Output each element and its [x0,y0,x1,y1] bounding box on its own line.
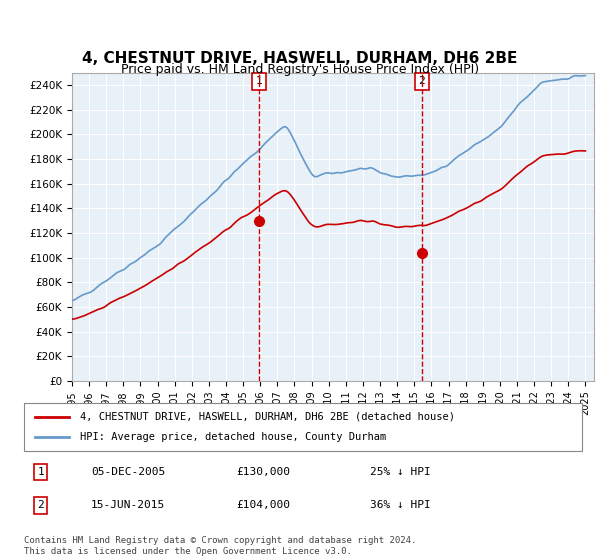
Text: 15-JUN-2015: 15-JUN-2015 [91,500,165,510]
Text: 1: 1 [256,76,262,86]
Text: 4, CHESTNUT DRIVE, HASWELL, DURHAM, DH6 2BE (detached house): 4, CHESTNUT DRIVE, HASWELL, DURHAM, DH6 … [80,412,455,422]
Text: 1: 1 [37,467,44,477]
Text: £104,000: £104,000 [236,500,290,510]
Text: £130,000: £130,000 [236,467,290,477]
Text: 4, CHESTNUT DRIVE, HASWELL, DURHAM, DH6 2BE: 4, CHESTNUT DRIVE, HASWELL, DURHAM, DH6 … [82,52,518,66]
Text: Contains HM Land Registry data © Crown copyright and database right 2024.
This d: Contains HM Land Registry data © Crown c… [24,536,416,556]
Text: HPI: Average price, detached house, County Durham: HPI: Average price, detached house, Coun… [80,432,386,442]
Text: 05-DEC-2005: 05-DEC-2005 [91,467,165,477]
Text: 2: 2 [37,500,44,510]
FancyBboxPatch shape [24,403,582,451]
Text: Price paid vs. HM Land Registry's House Price Index (HPI): Price paid vs. HM Land Registry's House … [121,63,479,77]
Text: 25% ↓ HPI: 25% ↓ HPI [370,467,431,477]
Text: 36% ↓ HPI: 36% ↓ HPI [370,500,431,510]
Text: 2: 2 [419,76,425,86]
